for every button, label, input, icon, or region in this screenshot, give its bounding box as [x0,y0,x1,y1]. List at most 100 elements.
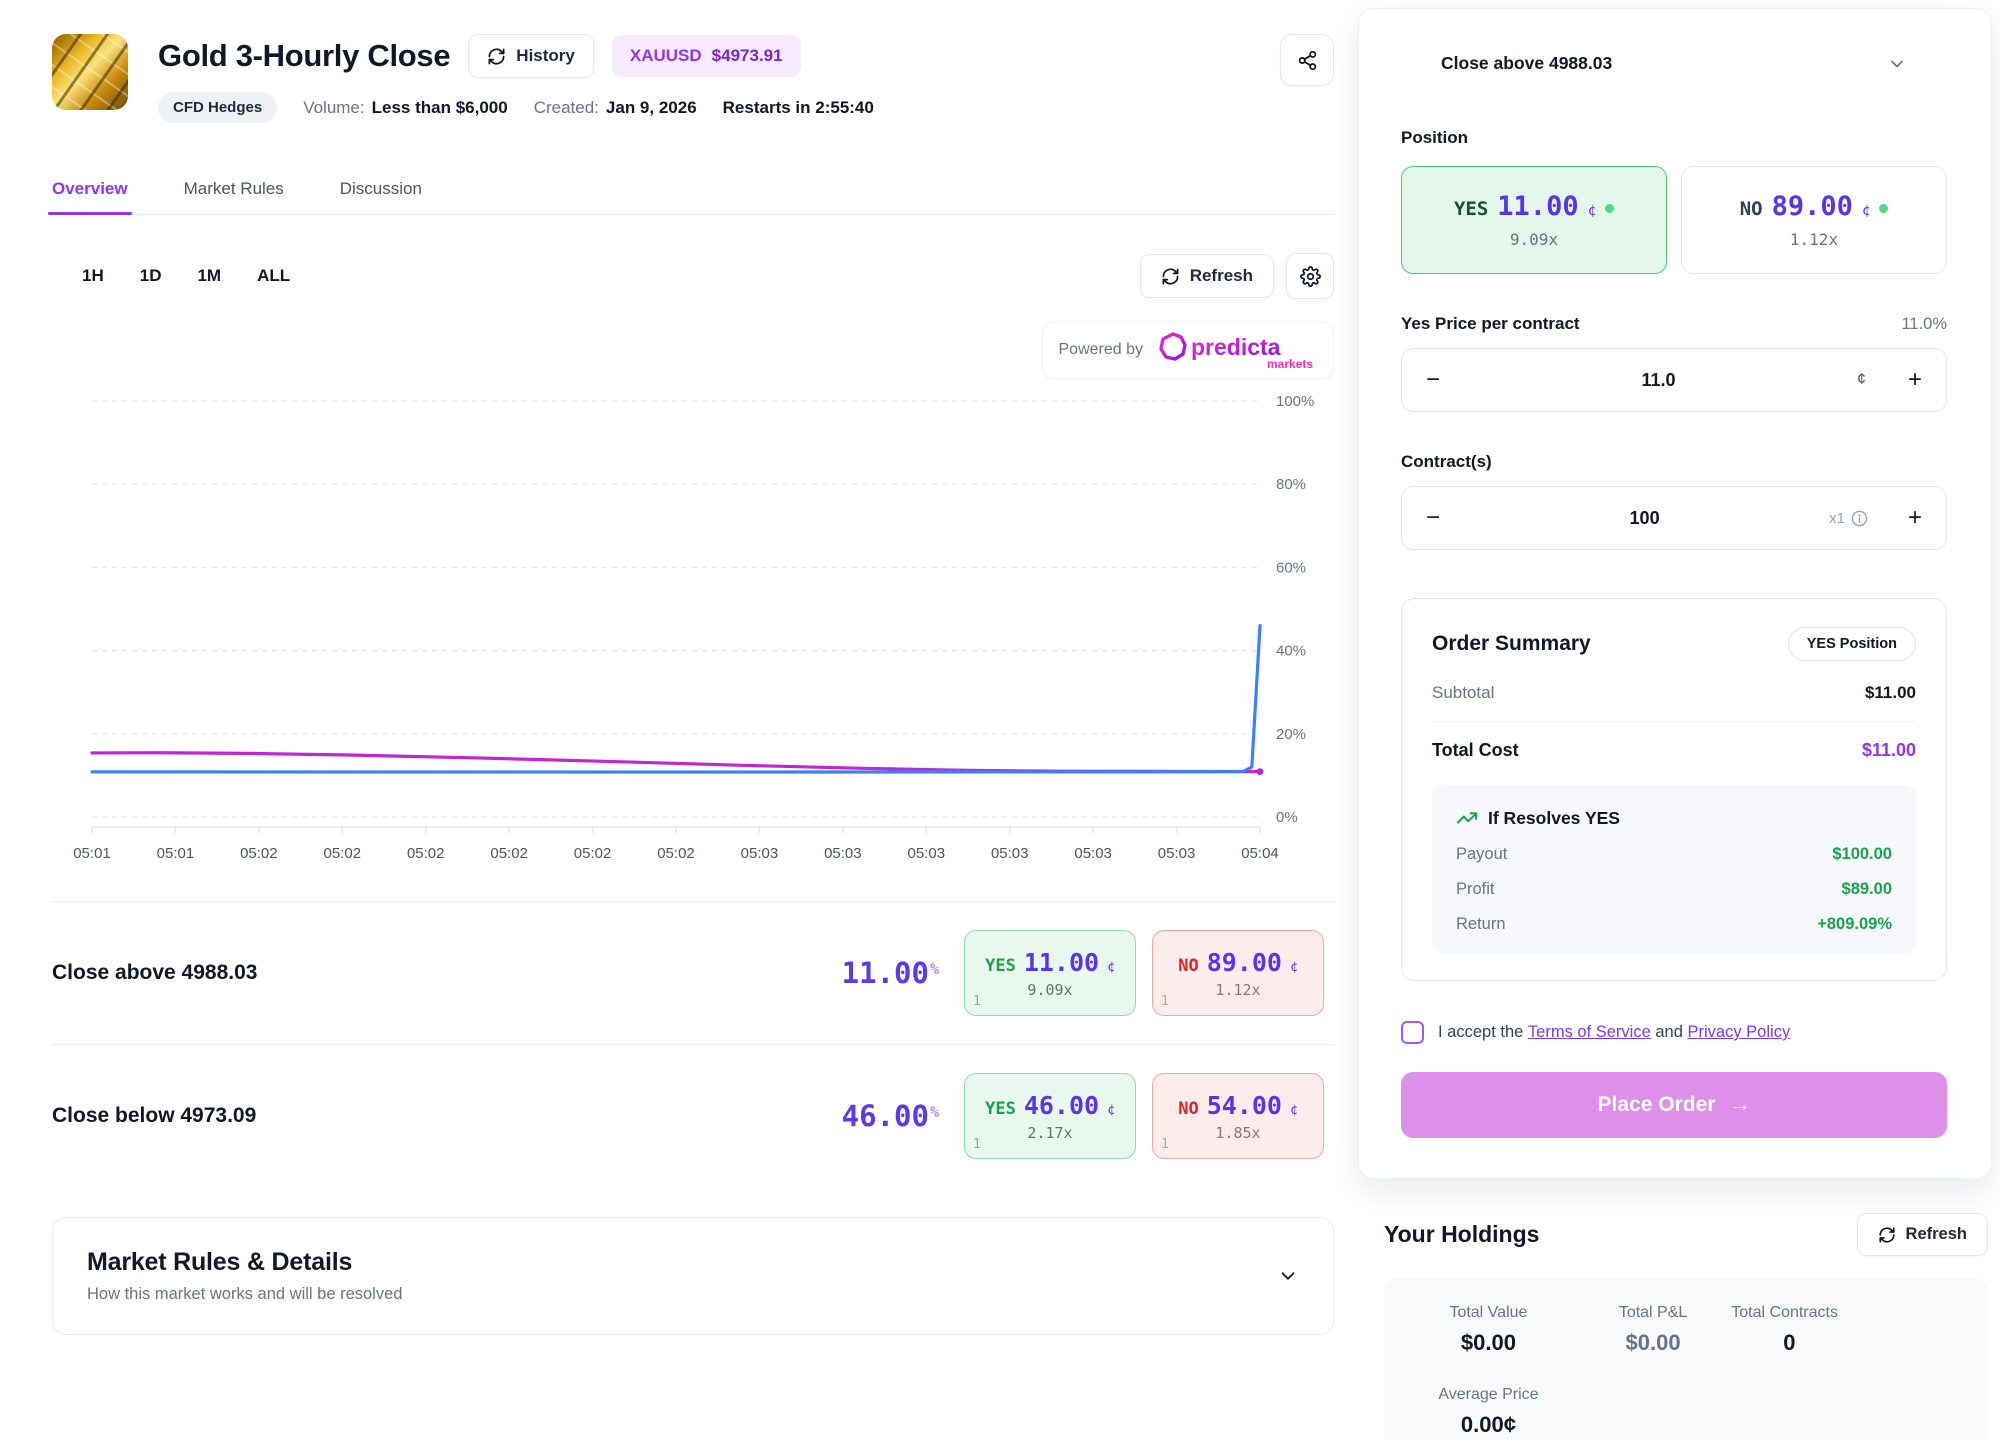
price-percent: 11.0% [1901,315,1947,333]
brand-name: predicta [1191,334,1281,360]
chevron-down-icon [1887,54,1907,74]
price-decrement-button[interactable]: − [1426,366,1460,394]
no-depth: 1 [1161,994,1169,1009]
position-no-button[interactable]: NO 89.00 ¢ 1.12x [1681,166,1947,274]
market-meta: CFD Hedges Volume: Less than $6,000 Crea… [158,92,1280,123]
svg-text:05:02: 05:02 [574,845,612,862]
chart-settings-button[interactable] [1286,253,1334,299]
resolves-title: If Resolves YES [1488,807,1620,828]
main-column: Gold 3-Hourly Close History XAUUSD $4973… [48,0,1334,1335]
cent-sign: ¢ [1289,1102,1298,1118]
stat-total-contracts: Total Contracts 0 [1731,1304,1838,1355]
cent-sign: ¢ [1587,203,1597,219]
terms-checkbox[interactable] [1401,1021,1424,1044]
order-panel: Close above 4988.03 Position YES 11.00 ¢… [1358,8,1992,1179]
yes-depth: 1 [973,1137,981,1152]
payout-label: Payout [1456,845,1508,863]
return-value: +809.09% [1817,915,1892,933]
contracts-field-label: Contract(s) [1401,452,1492,471]
outcome-probability: 11.00% [841,956,939,990]
svg-text:05:01: 05:01 [73,845,111,862]
no-depth: 1 [1161,1137,1169,1152]
place-order-button[interactable]: Place Order → [1401,1072,1947,1138]
category-badge: CFD Hedges [158,92,278,123]
tab-discussion[interactable]: Discussion [339,179,422,198]
timeframe-1d[interactable]: 1D [139,266,162,285]
created-value: Jan 9, 2026 [605,97,697,117]
selected-market: Close above 4988.03 [1441,53,1613,73]
stat-total-pnl: Total P&L $0.00 [1618,1304,1688,1355]
cent-sign: ¢ [1861,203,1871,219]
terms-of-service-link[interactable]: Terms of Service [1527,1023,1651,1041]
rules-subtitle: How this market works and will be resolv… [87,1285,403,1303]
order-summary-title: Order Summary [1432,632,1591,655]
stat-average-price: Average Price 0.00¢ [1438,1386,1539,1437]
contracts-decrement-button[interactable]: − [1426,504,1460,532]
market-rules-accordion[interactable]: Market Rules & Details How this market w… [52,1217,1334,1335]
market-header: Gold 3-Hourly Close History XAUUSD $4973… [52,34,1334,123]
yes-buy-button[interactable]: YES 11.00 ¢ 9.09x 1 [964,930,1136,1016]
no-multiplier: 1.12x [1789,230,1839,249]
share-icon [1297,50,1318,71]
subtotal-label: Subtotal [1432,683,1495,702]
price-input[interactable]: 11.0 [1641,369,1676,390]
yes-buy-button[interactable]: YES 46.00 ¢ 2.17x 1 [964,1073,1136,1159]
terms-prefix: I accept the [1438,1023,1524,1041]
svg-text:60%: 60% [1276,559,1306,576]
contracts-input[interactable]: 100 [1629,507,1660,528]
timeframe-1m[interactable]: 1M [197,266,222,285]
chart-refresh-button[interactable]: Refresh [1139,254,1274,298]
holdings-stats: Total Value $0.00 Total P&L $0.00 Total … [1384,1278,1988,1439]
return-label: Return [1456,915,1506,933]
share-button[interactable] [1280,34,1334,86]
history-button[interactable]: History [468,34,594,78]
svg-text:05:02: 05:02 [407,845,445,862]
gear-icon [1299,265,1321,287]
price-chart: 0% 20% 40% 60% 80% 100% 05:01 05:01 05:02 05:02 05… [73,393,1314,862]
svg-text:80%: 80% [1276,476,1306,493]
chevron-down-icon [1277,1265,1299,1287]
refresh-icon [1161,267,1180,286]
svg-text:05:01: 05:01 [157,845,195,862]
timeframe-all[interactable]: ALL [257,266,291,285]
no-buy-button[interactable]: NO 54.00 ¢ 1.85x 1 [1152,1073,1324,1159]
price-increment-button[interactable]: + [1888,366,1922,394]
live-dot-icon [1605,204,1615,213]
order-column: Close above 4988.03 Position YES 11.00 ¢… [1358,0,1992,1439]
contracts-stepper: − 100 x1 + [1401,486,1947,550]
outcome-title: Close below 4973.09 [52,1104,257,1127]
powered-by-label: Powered by [1058,341,1144,358]
svg-text:05:03: 05:03 [1158,845,1196,862]
price-stepper: − 11.0 ¢ + [1401,348,1947,412]
tab-overview[interactable]: Overview [48,179,132,215]
outcome-row-close-below: Close below 4973.09 46.00% YES 46.00 ¢ 2… [52,1044,1334,1187]
position-yes-button[interactable]: YES 11.00 ¢ 9.09x [1401,166,1667,274]
outcome-probability: 46.00% [841,1099,939,1133]
profit-label: Profit [1456,880,1495,898]
contracts-increment-button[interactable]: + [1888,504,1922,532]
holdings-refresh-button[interactable]: Refresh [1856,1213,1988,1256]
svg-text:05:03: 05:03 [741,845,779,862]
tab-market-rules[interactable]: Market Rules [183,179,284,198]
cent-sign: ¢ [1107,1102,1115,1118]
no-buy-button[interactable]: NO 89.00 ¢ 1.12x 1 [1152,930,1324,1016]
yes-multiplier: 9.09x [1509,230,1559,249]
ticker-badge: XAUUSD $4973.91 [611,35,801,77]
timeframe-1h[interactable]: 1H [82,266,104,285]
outcome-title: Close above 4988.03 [52,961,258,984]
powered-by-badge: Powered by predicta markets [1041,321,1334,379]
market-selector[interactable]: Close above 4988.03 [1401,39,1947,84]
position-label: Position [1401,128,1469,147]
svg-text:05:02: 05:02 [657,845,695,862]
volume-value: Less than $6,000 [371,97,508,117]
ticker-price: $4973.91 [711,46,783,65]
contracts-multiplier: x1 [1829,509,1845,527]
privacy-policy-link[interactable]: Privacy Policy [1687,1023,1791,1041]
svg-text:20%: 20% [1276,726,1306,743]
svg-text:40%: 40% [1276,643,1306,660]
order-summary: Order Summary YES Position Subtotal $11.… [1401,598,1947,981]
holdings-section: Your Holdings Refresh Total Value $0.00 … [1358,1213,1992,1439]
stat-total-value: Total Value $0.00 [1449,1304,1528,1355]
info-icon[interactable] [1851,510,1868,527]
no-multiplier: 1.12x [1215,980,1261,999]
